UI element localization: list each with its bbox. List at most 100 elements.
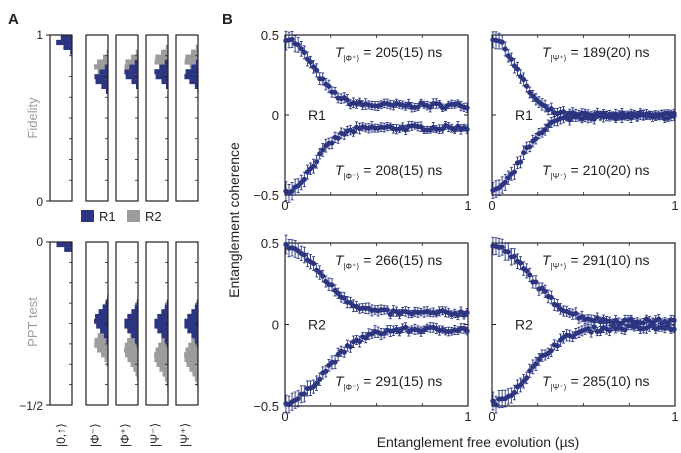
data-point (289, 188, 295, 194)
histogram-bar-r2 (188, 342, 198, 348)
histogram-bar-r1 (164, 304, 168, 310)
region-label: R2 (308, 317, 326, 333)
histogram-bar-r2 (154, 59, 168, 65)
data-point (317, 269, 323, 276)
histogram-bar-r1 (102, 304, 108, 310)
decay-time-annotation: T|Φ⁺⟩ = 266(15) ns (335, 252, 442, 271)
histogram-bar-r2 (154, 352, 168, 358)
histogram-bar-r2 (97, 333, 108, 339)
histogram-bar-r2 (164, 376, 168, 382)
data-point (314, 67, 320, 73)
histogram-bar-r2 (166, 381, 168, 387)
data-point (314, 159, 320, 165)
histogram-bar-r2 (97, 59, 108, 65)
data-point (622, 327, 628, 333)
histogram-bar-r2 (196, 381, 198, 387)
decay-time-annotation: T|Ψ⁺⟩ = 189(20) ns (542, 44, 650, 63)
data-point (490, 398, 496, 404)
histogram-bar-r2 (135, 371, 138, 377)
x-tick-label: 0 (281, 198, 288, 213)
data-point (533, 361, 539, 367)
histogram-bar-r1 (187, 328, 198, 334)
data-point (304, 169, 311, 175)
histogram-bar-r2 (156, 361, 168, 367)
data-point (418, 124, 424, 130)
data-point (314, 380, 320, 386)
data-point (613, 116, 619, 122)
histogram-bar-r1 (134, 337, 138, 343)
histogram-bar-r2 (195, 44, 198, 50)
data-point (403, 127, 409, 133)
histogram-bar-r2 (130, 361, 138, 367)
histogram-bar-r1 (129, 64, 138, 70)
data-point (591, 116, 597, 122)
legend-label-r1: R1 (99, 209, 116, 224)
data-point (329, 140, 335, 146)
data-point (554, 343, 560, 349)
histogram-bar-r1 (103, 333, 108, 339)
histogram-bar-r1 (194, 83, 198, 90)
data-point (363, 335, 369, 341)
histogram-bar-r1 (165, 83, 168, 90)
state-label: |Ψ⁺⟩ (178, 423, 192, 447)
histogram-bar-r2 (155, 347, 168, 353)
y-tick-label: −0.5 (253, 188, 279, 203)
histogram-bar-r1 (131, 333, 138, 339)
data-point (341, 349, 347, 355)
histogram-bar-r1 (64, 246, 72, 252)
histogram-bar-r2 (155, 54, 168, 60)
data-point (403, 324, 409, 330)
histogram-bar-r2 (162, 371, 168, 377)
histogram-bar-r1 (134, 304, 138, 310)
histogram-bar-r1 (196, 299, 198, 305)
histogram-bar-r1 (191, 309, 198, 315)
panel-label-a: A (8, 11, 19, 28)
decay-time-annotation: T|Ψ⁺⟩ = 291(10) ns (542, 252, 650, 271)
fidelity-axis-label: Fidelity (25, 97, 40, 139)
histogram-bar-r1 (164, 337, 168, 343)
histogram-bar-r1 (166, 299, 168, 305)
data-point (301, 49, 307, 55)
histogram-bar-r2 (160, 49, 168, 55)
data-point (499, 39, 505, 45)
histogram-bar-r1 (105, 88, 108, 94)
data-point (527, 368, 533, 374)
data-point (521, 150, 527, 156)
data-point (344, 97, 350, 103)
histogram-bar-r2 (125, 352, 138, 358)
data-point (317, 151, 323, 157)
data-point (505, 175, 511, 181)
histogram-bar-r1 (185, 69, 198, 75)
x-tick-label: 1 (671, 198, 678, 213)
data-point (533, 279, 539, 285)
state-label: |Ψ⁻⟩ (148, 423, 162, 447)
data-point (464, 105, 470, 111)
histogram-bar-r2 (103, 54, 108, 60)
histogram-bar-r1 (104, 64, 108, 70)
histogram-bar-r1 (191, 333, 198, 339)
histogram-bar-r2 (159, 366, 168, 372)
data-point (517, 382, 524, 388)
data-point (396, 329, 403, 335)
histogram-bar-r2 (104, 357, 108, 363)
histogram-bar-r1 (134, 59, 138, 65)
data-point (659, 112, 665, 118)
histogram-bar-r2 (186, 361, 198, 367)
data-point (508, 56, 514, 62)
data-point (427, 104, 433, 110)
histogram-bar-r1 (56, 39, 72, 46)
histogram-frame (49, 34, 73, 202)
histogram-bar-r2 (127, 337, 138, 343)
data-point (527, 144, 533, 150)
histogram-bar-r1 (154, 323, 168, 329)
data-point (310, 163, 317, 169)
data-point (347, 344, 353, 350)
data-point (505, 53, 511, 59)
x-tick-label: 1 (671, 409, 678, 424)
ppt-tick-bottom: −1/2 (19, 399, 43, 413)
histogram-bar-r2 (194, 376, 198, 382)
data-point (548, 106, 554, 112)
state-label: |Φ⁺⟩ (118, 423, 132, 447)
